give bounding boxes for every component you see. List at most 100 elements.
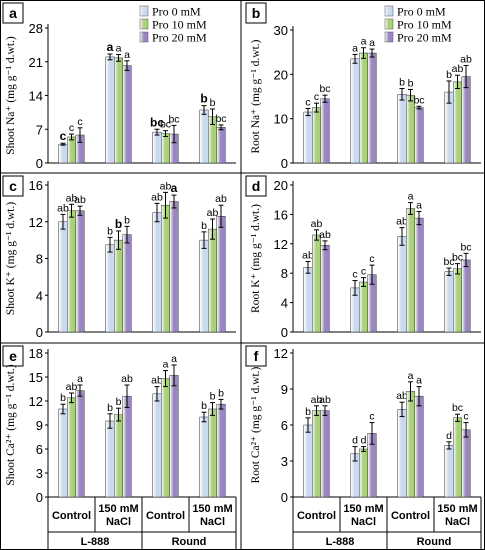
- significance-label: b: [107, 402, 113, 414]
- significance-label: b: [116, 396, 122, 408]
- significance-label: d: [361, 435, 367, 447]
- y-tick-label: 0: [281, 156, 288, 171]
- significance-label: b: [210, 97, 216, 109]
- bar: [216, 215, 226, 333]
- significance-label: b: [124, 214, 130, 226]
- legend-label: Pro 10 mM: [397, 18, 452, 32]
- group-labels: Control 150 mM NaCl Control 150 mM NaCl L-888 R…: [292, 497, 482, 549]
- bar: [105, 244, 115, 333]
- bar: [122, 65, 132, 164]
- panel-letter-box: [245, 345, 267, 367]
- y-tick-label: 28: [29, 21, 43, 36]
- bar: [161, 133, 170, 164]
- y-tick-label: 9: [36, 418, 43, 433]
- panel-letter: c: [9, 178, 17, 194]
- y-tick-label: 18: [29, 346, 43, 361]
- panel-letter: e: [9, 348, 17, 364]
- y-tick-label: 9: [281, 382, 288, 397]
- legend-swatch: [139, 31, 149, 43]
- significance-label: a: [163, 359, 169, 371]
- y-axis-label: Root Na⁺ (mg g⁻¹ d.wt.): [250, 39, 262, 153]
- treatment-label: Control: [146, 510, 185, 522]
- y-tick-label: 12: [29, 215, 43, 230]
- legend-label: Pro 0 mM: [152, 5, 201, 19]
- bar: [122, 234, 132, 333]
- bar: [58, 221, 68, 333]
- bar: [303, 267, 313, 333]
- significance-label: c: [369, 411, 374, 423]
- bar: [397, 94, 407, 164]
- y-tick-label: 0: [36, 490, 43, 505]
- y-tick-label: 16: [274, 207, 288, 222]
- bar: [161, 378, 170, 498]
- significance-label: b: [200, 92, 207, 106]
- y-tick-label: 0: [36, 156, 43, 171]
- significance-label: bc: [443, 256, 454, 268]
- group-labels: Control 150 mM NaCl Control 150 mM NaCl L-888 R…: [47, 497, 237, 549]
- legend-label: Pro 20 mM: [397, 31, 452, 45]
- bar: [397, 236, 407, 333]
- bar: [397, 409, 407, 498]
- significance-label: a: [408, 191, 414, 203]
- bar: [114, 239, 123, 333]
- significance-label: ab: [74, 194, 86, 206]
- significance-label: bc: [215, 113, 226, 125]
- y-tick-label: 14: [29, 89, 43, 104]
- significance-label: ab: [460, 53, 472, 65]
- panel-letter: b: [252, 5, 261, 21]
- significance-label: a: [408, 370, 414, 382]
- significance-label: a: [416, 375, 422, 387]
- significance-label: c: [369, 253, 374, 265]
- significance-label: bc: [460, 241, 471, 253]
- significance-label: bc: [150, 115, 164, 129]
- treatment-label: 150 mM NaCl: [192, 503, 232, 528]
- significance-label: ab: [66, 381, 78, 393]
- significance-label: ab: [121, 373, 133, 385]
- significance-label: a: [416, 199, 422, 211]
- treatment-label: Control: [391, 510, 430, 522]
- bar: [312, 234, 321, 333]
- treatment-label: 150 mM NaCl: [98, 503, 138, 528]
- bar: [152, 212, 162, 333]
- y-tick-label: 0: [281, 325, 288, 340]
- significance-label: a: [116, 43, 122, 55]
- significance-label: ab: [319, 394, 331, 406]
- treatment-label: Control: [52, 510, 91, 522]
- significance-label: ab: [302, 249, 314, 261]
- bar: [461, 76, 471, 164]
- significance-label: bc: [160, 119, 171, 131]
- y-tick-label: 6: [281, 418, 288, 433]
- significance-label: d: [352, 435, 358, 447]
- significance-label: b: [408, 77, 414, 89]
- bar: [67, 210, 76, 333]
- bar: [75, 210, 85, 333]
- significance-label: b: [399, 77, 405, 89]
- bar: [414, 395, 424, 498]
- significance-label: ab: [160, 180, 172, 192]
- significance-label: a: [171, 353, 177, 365]
- y-tick-label: 15: [29, 370, 43, 385]
- bar: [199, 239, 209, 333]
- significance-label: ab: [452, 63, 464, 75]
- bar: [67, 136, 76, 164]
- panel-letter: a: [9, 5, 17, 21]
- y-tick-label: 20: [274, 67, 288, 82]
- bar: [58, 143, 68, 164]
- significance-label: c: [77, 116, 82, 128]
- y-tick-label: 30: [274, 23, 288, 38]
- bar: [161, 204, 170, 333]
- significance-label: ab: [57, 202, 69, 214]
- bar: [169, 201, 179, 333]
- bar: [303, 111, 313, 164]
- significance-label: ab: [151, 191, 163, 203]
- significance-label: ab: [151, 375, 163, 387]
- bar: [406, 208, 415, 333]
- significance-label: a: [369, 37, 375, 49]
- significance-label: a: [361, 36, 367, 48]
- bar: [414, 217, 424, 333]
- legend-swatch: [384, 5, 394, 17]
